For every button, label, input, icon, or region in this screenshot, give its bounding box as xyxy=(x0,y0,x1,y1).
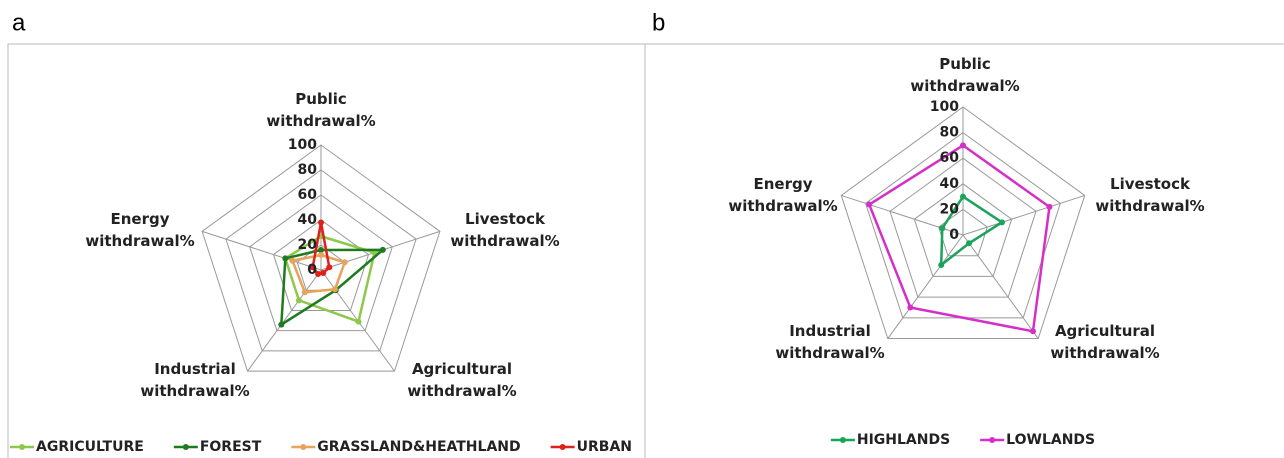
point xyxy=(960,142,966,149)
tick-label: 0 xyxy=(949,227,959,243)
point xyxy=(1046,203,1053,210)
tick-label: 20 xyxy=(940,201,960,217)
panel-frame xyxy=(644,43,1284,458)
grid-ring xyxy=(938,208,988,257)
legend-marker xyxy=(300,444,307,450)
axis-label: Agricultural withdrawal% xyxy=(1050,322,1160,362)
tick-label: 60 xyxy=(298,187,318,203)
panel-label: a xyxy=(12,9,26,36)
legend-marker xyxy=(559,444,566,450)
axis-label: Energy withdrawal% xyxy=(85,210,195,250)
tick-label: 40 xyxy=(940,176,960,192)
legend-label: FOREST xyxy=(200,439,262,455)
point xyxy=(938,262,945,269)
legend-label: GRASSLAND&HEATHLAND xyxy=(317,439,520,455)
axis-label: Public withdrawal% xyxy=(910,55,1020,95)
tick-label: 20 xyxy=(298,237,318,253)
tick-label: 100 xyxy=(288,137,317,153)
axis-label: Public withdrawal% xyxy=(266,90,376,130)
point xyxy=(907,304,914,311)
series-line xyxy=(867,143,1051,333)
point xyxy=(278,321,285,328)
spoke xyxy=(962,194,1085,236)
point xyxy=(379,246,386,253)
point xyxy=(331,286,338,293)
point xyxy=(998,219,1005,226)
point xyxy=(1029,328,1036,335)
point xyxy=(939,225,946,232)
point xyxy=(289,257,296,264)
point xyxy=(282,255,289,262)
point xyxy=(301,289,308,296)
point xyxy=(318,252,324,258)
tick-label: 100 xyxy=(930,99,959,115)
tick-label: 80 xyxy=(298,162,318,178)
tick-label: 60 xyxy=(940,150,960,166)
point xyxy=(318,247,324,253)
legend-marker xyxy=(19,444,25,450)
spoke xyxy=(887,234,964,339)
point xyxy=(318,219,324,226)
panel-label: b xyxy=(652,9,665,36)
point xyxy=(966,240,973,247)
legend-label: HIGHLANDS xyxy=(857,432,950,448)
series-line xyxy=(279,248,387,327)
grid-ring xyxy=(225,169,417,352)
spoke xyxy=(201,230,322,271)
tick-label: 0 xyxy=(307,262,317,278)
spoke xyxy=(247,269,322,372)
point xyxy=(309,264,316,271)
point xyxy=(355,318,362,325)
series-line xyxy=(939,194,1005,268)
grid-ring xyxy=(249,194,393,332)
grid-ring xyxy=(201,144,441,372)
legend-label: AGRICULTURE xyxy=(36,439,144,455)
legend-label: LOWLANDS xyxy=(1006,432,1095,448)
point xyxy=(295,297,302,304)
grid-ring xyxy=(889,157,1037,298)
grid-ring xyxy=(913,183,1013,277)
legend-marker xyxy=(989,437,996,443)
point xyxy=(326,264,333,271)
axis-label: Agricultural withdrawal% xyxy=(407,360,517,400)
grid-ring xyxy=(840,106,1086,340)
legend-label: URBAN xyxy=(577,439,632,455)
point xyxy=(341,259,348,266)
point xyxy=(960,193,966,200)
spoke xyxy=(962,234,1039,339)
point xyxy=(315,271,322,278)
axis-label: Livestock withdrawal% xyxy=(450,210,560,250)
legend-marker xyxy=(839,437,846,443)
axis-label: Industrial withdrawal% xyxy=(775,322,885,362)
point xyxy=(866,201,873,208)
legend-marker xyxy=(182,444,189,450)
axis-label: Livestock withdrawal% xyxy=(1095,175,1205,215)
tick-label: 40 xyxy=(298,212,318,228)
axis-label: Energy withdrawal% xyxy=(728,175,838,215)
axis-label: Industrial withdrawal% xyxy=(140,360,250,400)
tick-label: 80 xyxy=(940,125,960,141)
series-line xyxy=(290,253,347,294)
point xyxy=(320,270,327,277)
